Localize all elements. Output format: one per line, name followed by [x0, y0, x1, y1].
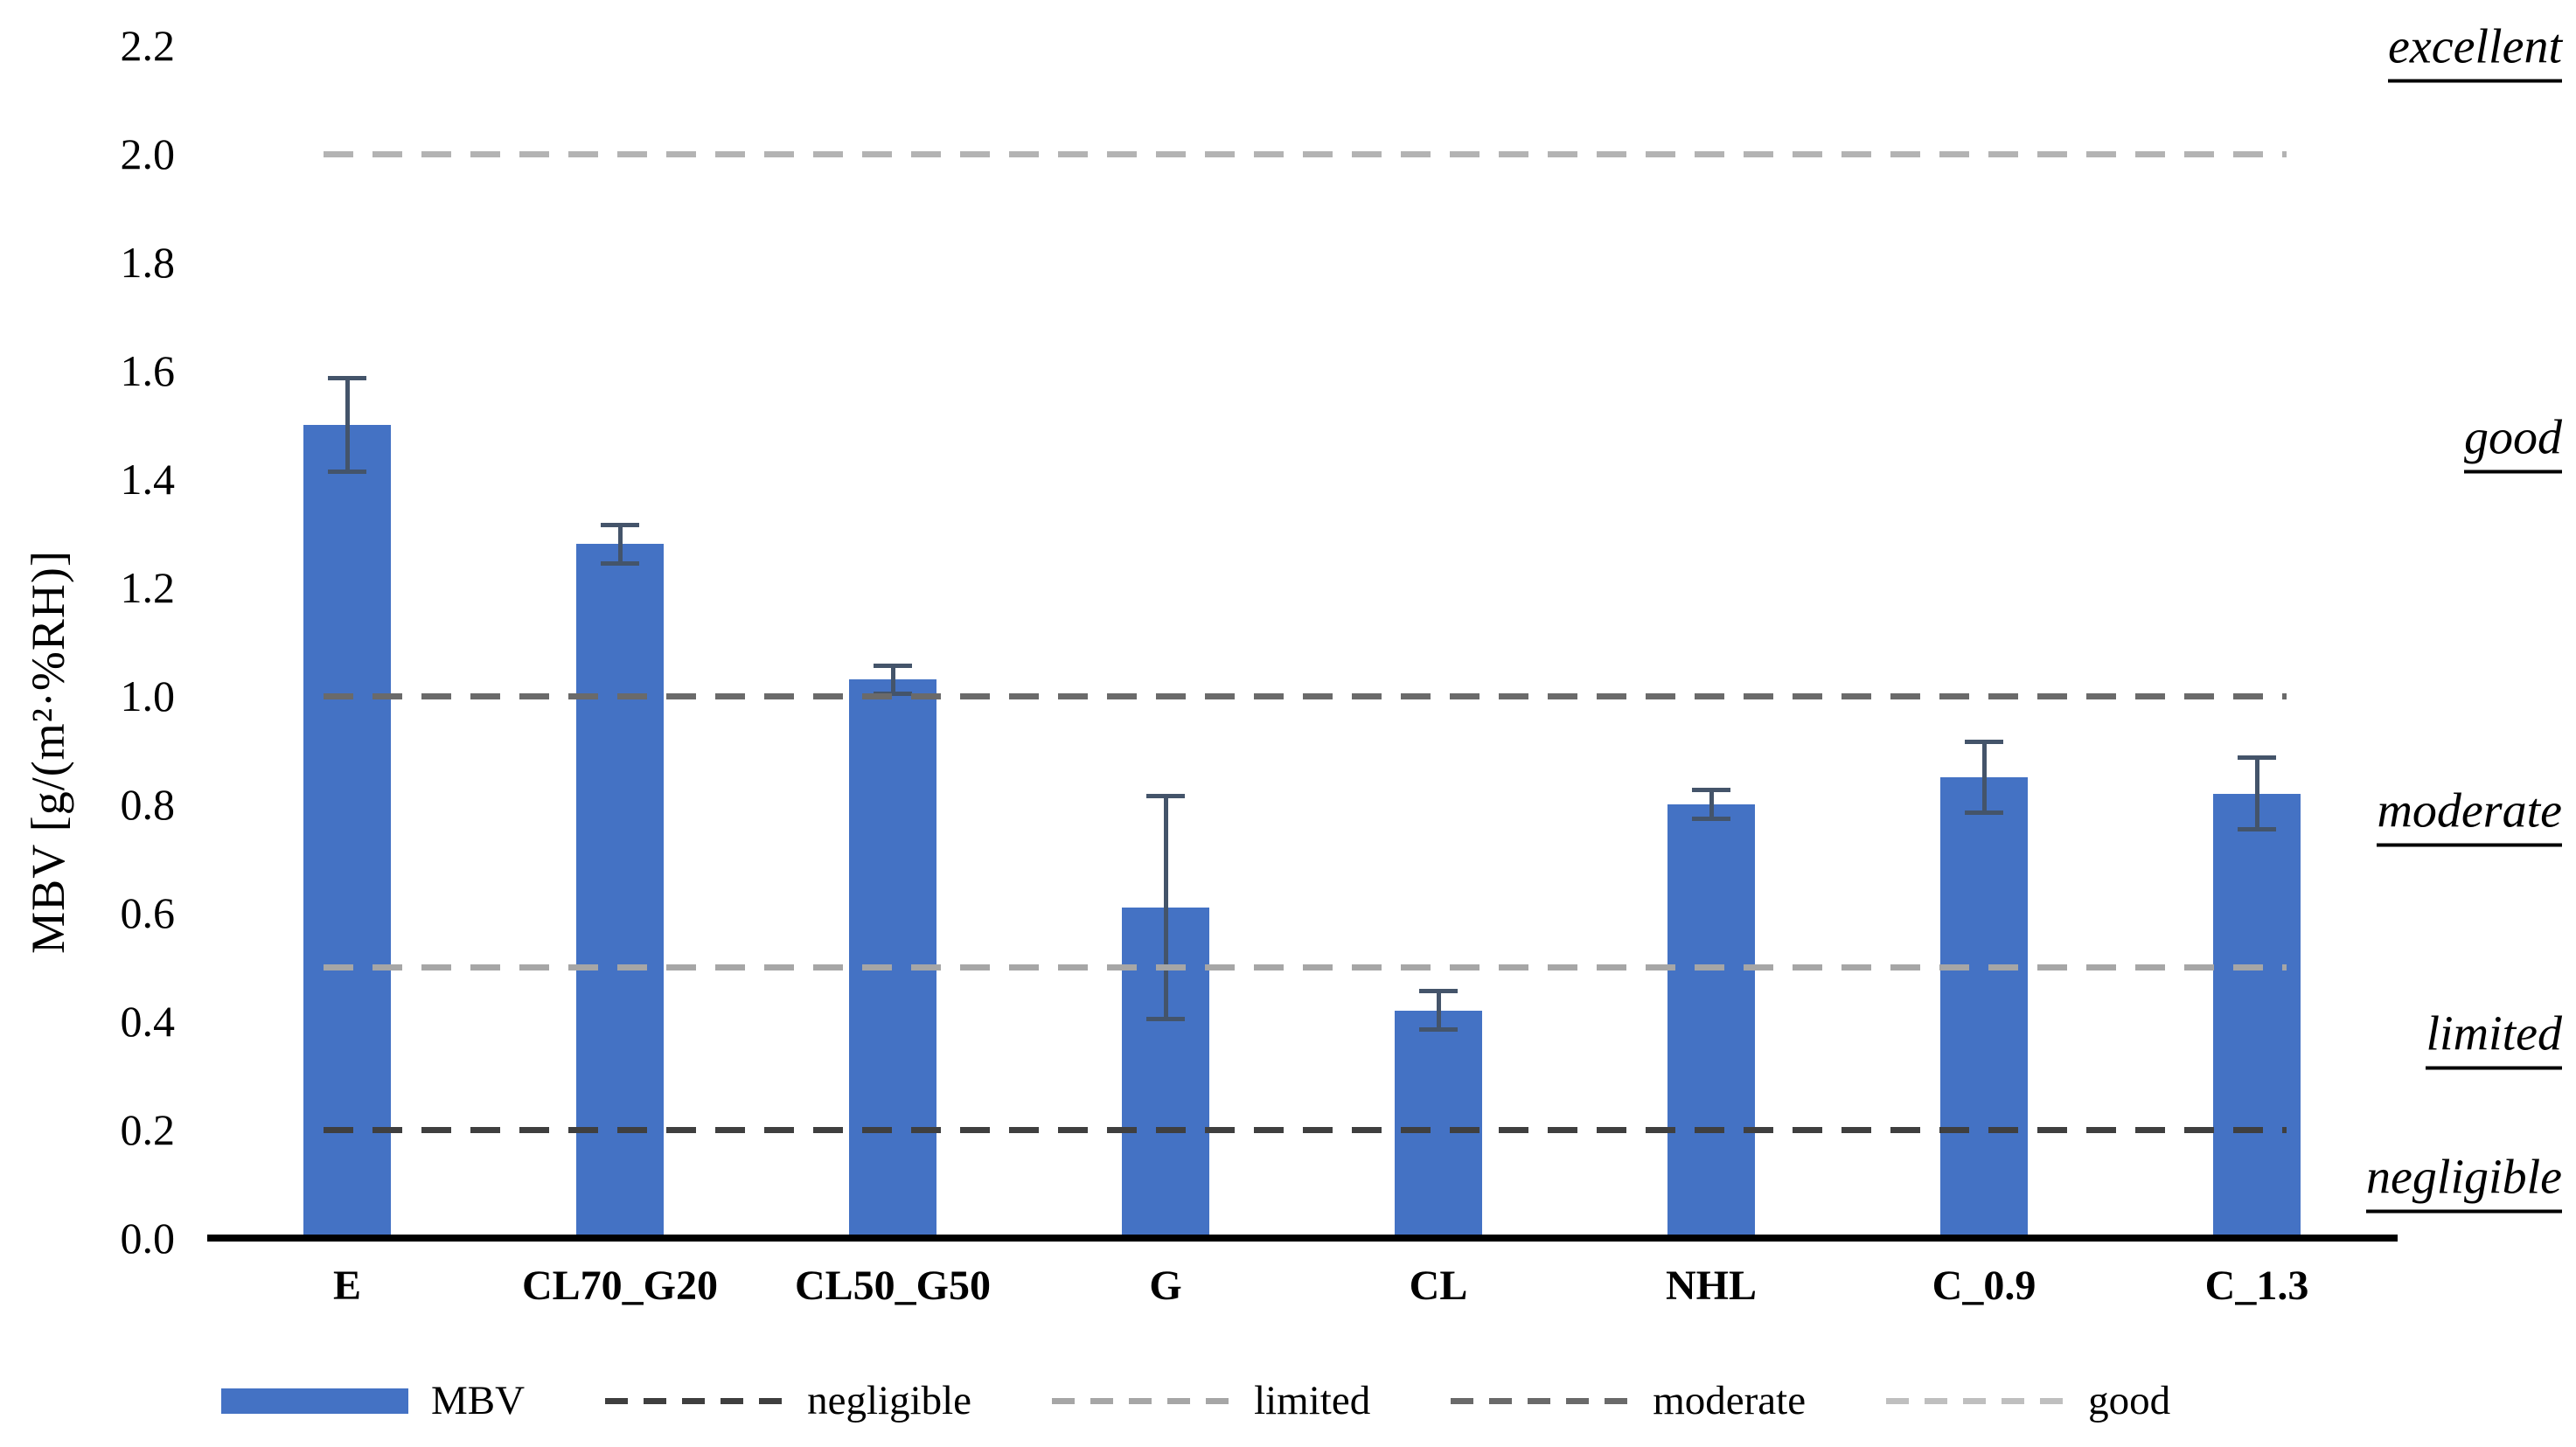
- zone-label-negligible: negligible: [2366, 1149, 2562, 1214]
- x-category-label-CL70_G20: CL70_G20: [521, 1263, 719, 1309]
- error-bar-part: [1692, 788, 1730, 793]
- legend-dash-swatch: [605, 1398, 785, 1404]
- y-tick-label-1.8: 1.8: [120, 238, 176, 287]
- y-tick-label-2.0: 2.0: [120, 129, 176, 178]
- legend-label: limited: [1254, 1378, 1371, 1423]
- legend-bar-swatch: [221, 1388, 408, 1414]
- zone-label-excellent: excellent: [2388, 19, 2562, 83]
- error-bar-CL: [1419, 988, 1458, 1033]
- legend-item-good: good: [1886, 1381, 2170, 1422]
- bar-CL70_G20: [576, 544, 664, 1238]
- bar-CL: [1395, 1010, 1482, 1238]
- error-bar-G: [1146, 793, 1185, 1021]
- y-tick-label-0.6: 0.6: [120, 888, 176, 937]
- legend-dash-swatch: [1052, 1398, 1232, 1404]
- error-bar-C_1.3: [2238, 755, 2276, 831]
- bar-CL50_G50: [849, 679, 936, 1238]
- error-bar-part: [1436, 988, 1441, 1033]
- error-bar-part: [1981, 739, 1987, 816]
- zone-label-good: good: [2464, 409, 2562, 474]
- y-tick-label-1.6: 1.6: [120, 346, 176, 395]
- error-bar-part: [1692, 816, 1730, 821]
- threshold-line-good: [324, 151, 2287, 157]
- y-tick-label-0.4: 0.4: [120, 997, 176, 1046]
- legend-item-limited: limited: [1052, 1381, 1370, 1422]
- error-bar-part: [1146, 793, 1185, 798]
- zone-label-limited: limited: [2426, 1005, 2562, 1070]
- error-bar-part: [601, 522, 639, 527]
- error-bar-part: [1419, 1027, 1458, 1033]
- legend-label: negligible: [807, 1378, 972, 1423]
- legend-item-negligible: negligible: [605, 1381, 971, 1422]
- error-bar-part: [2238, 755, 2276, 761]
- legend-item-MBV: MBV: [221, 1381, 525, 1422]
- legend-dash-swatch: [1451, 1398, 1631, 1404]
- zone-label-text: moderate: [2377, 783, 2562, 847]
- x-category-label-NHL: NHL: [1665, 1263, 1758, 1309]
- error-bar-part: [874, 663, 912, 668]
- error-bar-part: [1146, 1016, 1185, 1021]
- y-tick-label-1.2: 1.2: [120, 563, 176, 612]
- legend-label: moderate: [1653, 1378, 1807, 1423]
- zone-label-text: negligible: [2366, 1149, 2562, 1214]
- zone-label-text: good: [2464, 409, 2562, 474]
- x-category-label-E: E: [332, 1263, 362, 1309]
- error-bar-part: [1965, 739, 2003, 744]
- bar-C_0.9: [1940, 777, 2028, 1238]
- error-bar-part: [601, 561, 639, 567]
- y-tick-label-2.2: 2.2: [120, 21, 176, 70]
- legend-dash-swatch: [1886, 1398, 2066, 1404]
- x-category-label-CL50_G50: CL50_G50: [794, 1263, 992, 1309]
- y-tick-label-0.2: 0.2: [120, 1105, 176, 1154]
- legend-item-moderate: moderate: [1451, 1381, 1806, 1422]
- y-tick-label-1.4: 1.4: [120, 455, 176, 504]
- error-bar-CL50_G50: [874, 663, 912, 696]
- zone-label-text: excellent: [2388, 19, 2562, 83]
- error-bar-part: [890, 663, 895, 696]
- legend-label: good: [2088, 1378, 2171, 1423]
- legend: MBV negligible limited moderate good: [221, 1377, 2170, 1425]
- error-bar-part: [2238, 826, 2276, 831]
- y-tick-label-1.0: 1.0: [120, 671, 176, 720]
- bar-NHL: [1667, 804, 1755, 1238]
- error-bar-part: [1163, 793, 1168, 1021]
- error-bar-part: [2254, 755, 2259, 831]
- error-bar-part: [345, 376, 350, 474]
- error-bar-NHL: [1692, 788, 1730, 821]
- x-axis-line: [207, 1235, 2398, 1242]
- zone-label-text: limited: [2426, 1005, 2562, 1070]
- legend-label: MBV: [431, 1378, 526, 1423]
- x-category-label-C_1.3: C_1.3: [2204, 1263, 2309, 1309]
- error-bar-C_0.9: [1965, 739, 2003, 816]
- error-bar-part: [328, 469, 366, 474]
- error-bar-part: [1419, 988, 1458, 993]
- threshold-line-moderate: [324, 693, 2287, 699]
- error-bar-CL70_G20: [601, 522, 639, 567]
- error-bar-part: [1709, 788, 1714, 821]
- bar-E: [303, 425, 391, 1238]
- x-category-label-G: G: [1149, 1263, 1182, 1309]
- error-bar-E: [328, 376, 366, 474]
- zone-label-moderate: moderate: [2377, 783, 2562, 847]
- error-bar-part: [328, 376, 366, 381]
- error-bar-part: [617, 522, 623, 567]
- y-tick-label-0.0: 0.0: [120, 1214, 176, 1263]
- threshold-line-limited: [324, 964, 2287, 970]
- threshold-line-negligible: [324, 1127, 2287, 1133]
- bar-C_1.3: [2213, 793, 2301, 1238]
- y-tick-label-0.8: 0.8: [120, 780, 176, 829]
- error-bar-part: [1965, 810, 2003, 816]
- x-category-label-C_0.9: C_0.9: [1932, 1263, 2036, 1309]
- x-category-label-CL: CL: [1409, 1263, 1468, 1309]
